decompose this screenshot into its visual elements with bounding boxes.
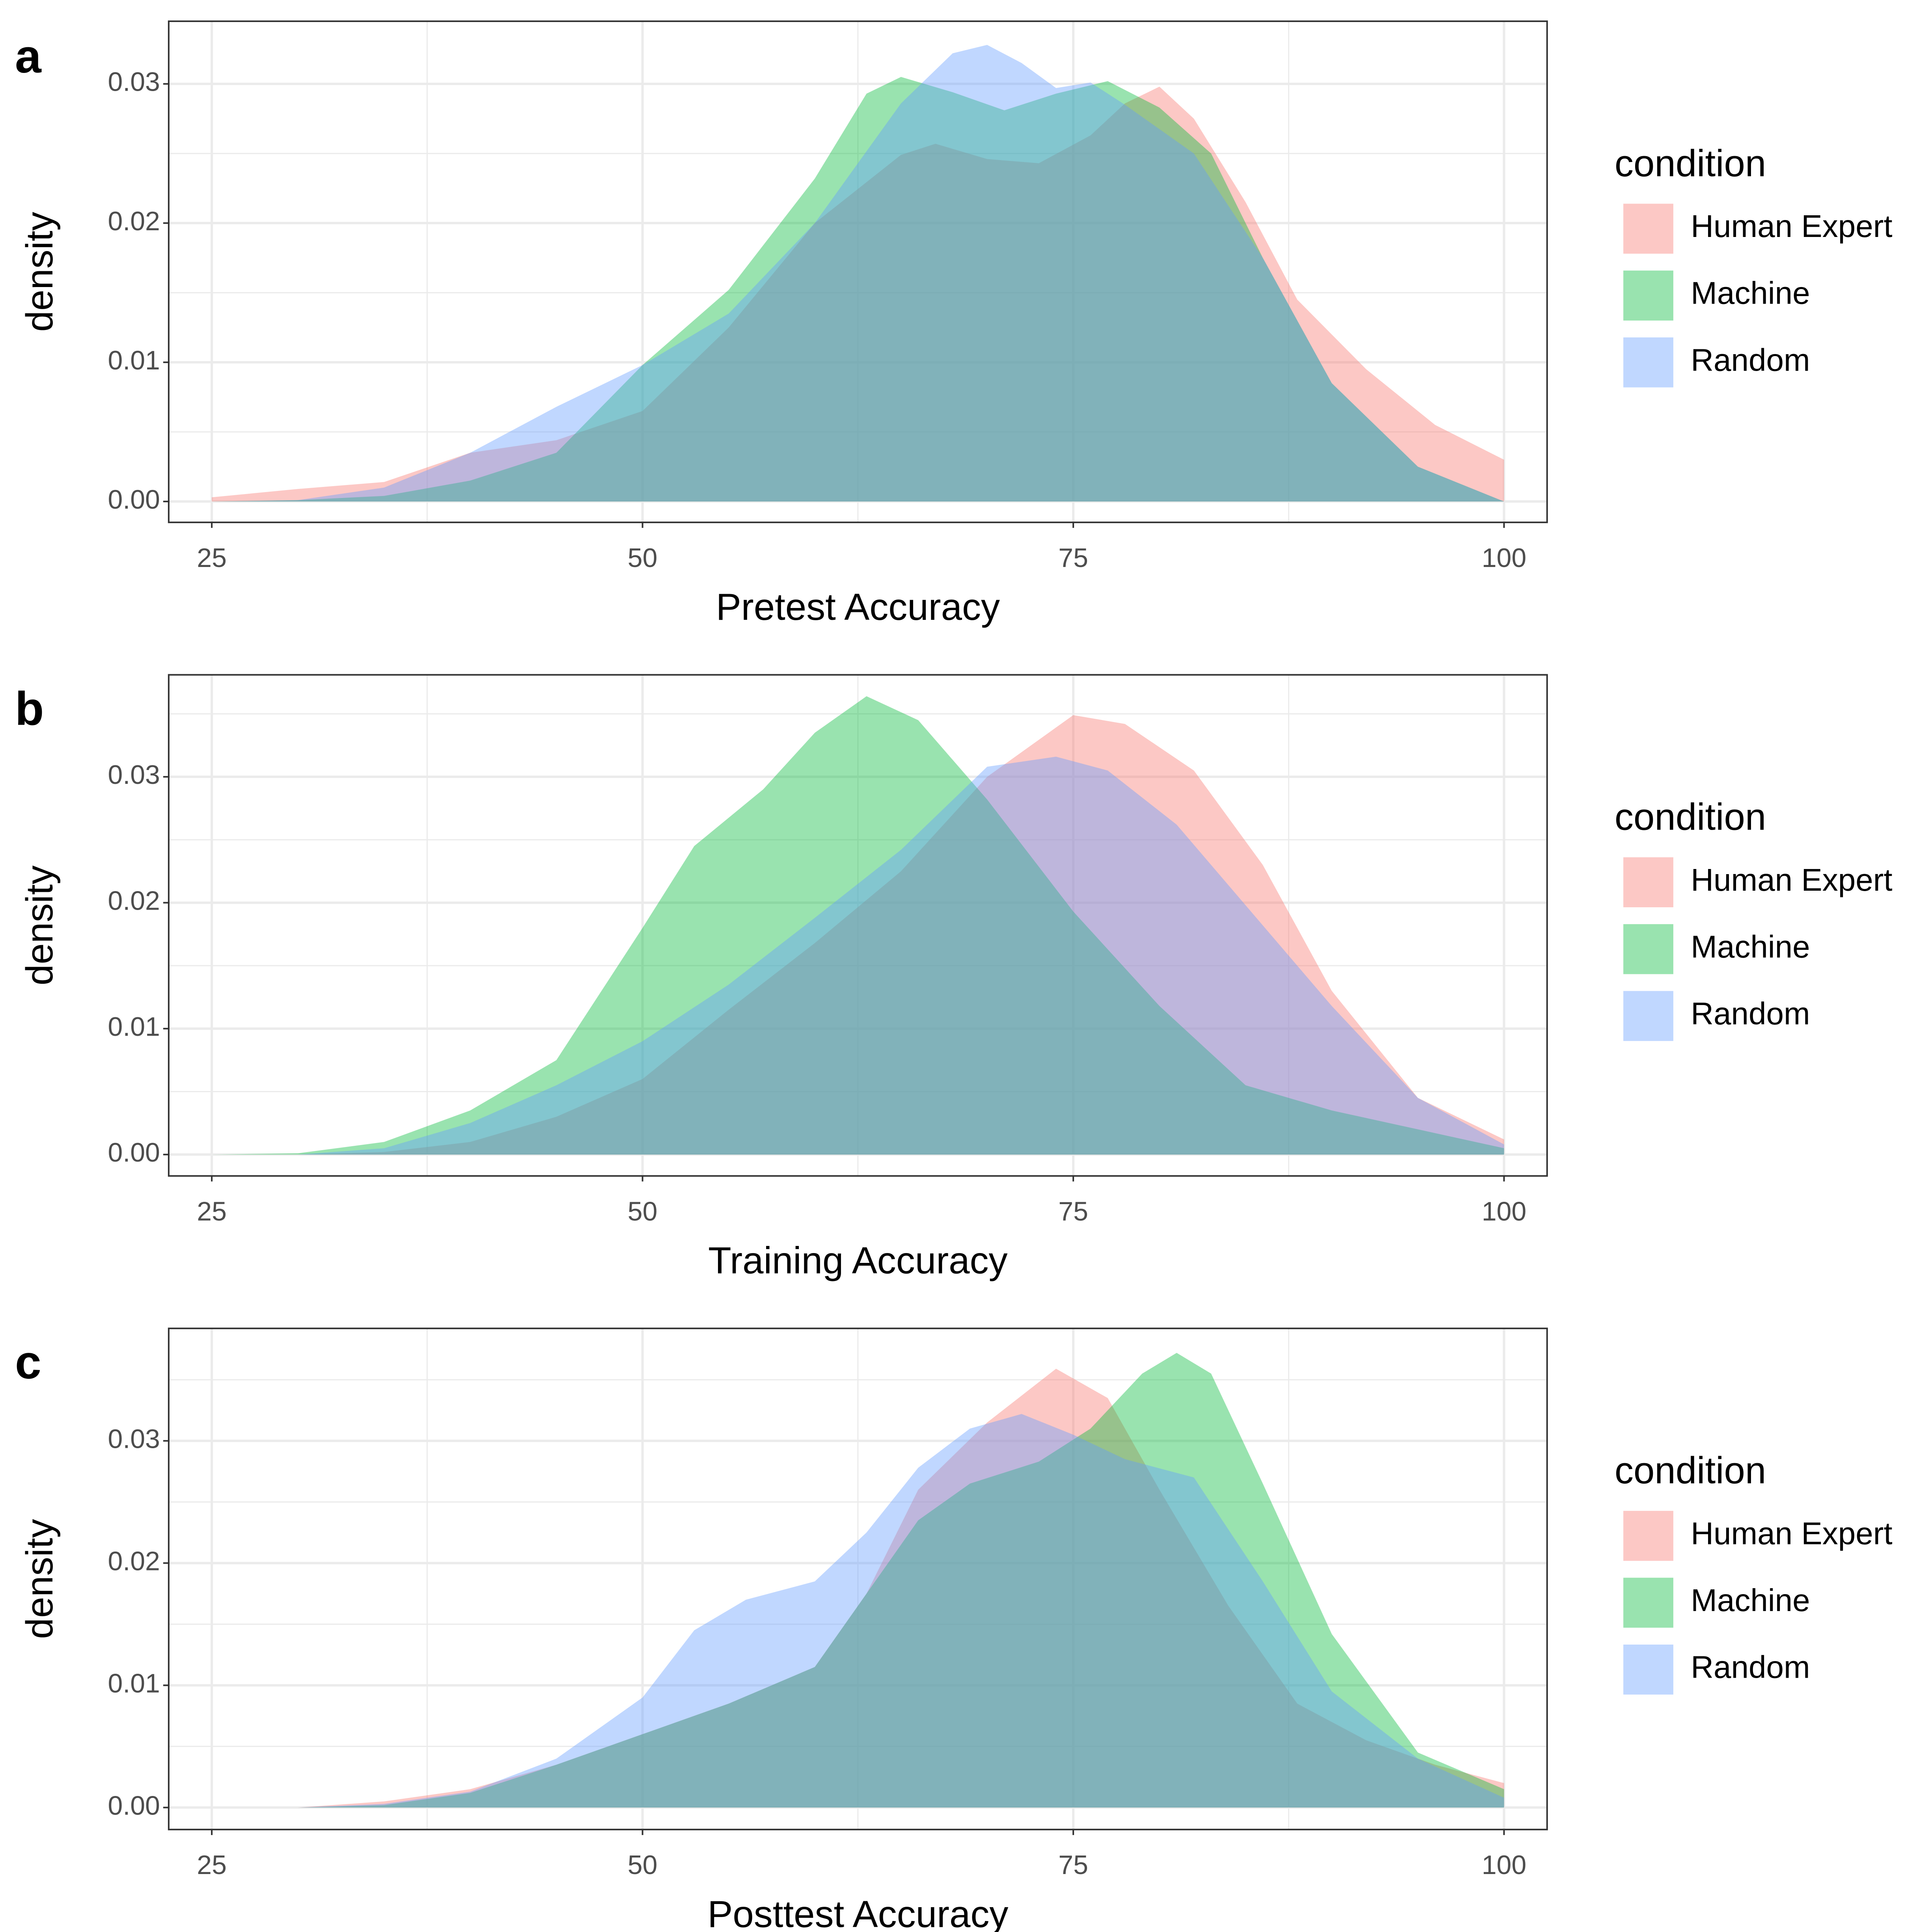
density-areas xyxy=(212,696,1504,1155)
legend: condition Human Expert Machine Random xyxy=(1615,796,1893,1041)
legend-key xyxy=(1623,857,1673,908)
legend: condition Human Expert Machine Random xyxy=(1615,142,1893,388)
density-area-human-expert xyxy=(212,86,1504,502)
panel-c: 25 50 75 100 0.00 0.01 0.02 0.03 Posttest Accura… xyxy=(15,1328,1893,1932)
legend-key xyxy=(1623,203,1673,254)
x-tick-label: 100 xyxy=(1482,543,1526,573)
legend-key xyxy=(1623,337,1673,388)
x-axis-title: Pretest Accuracy xyxy=(716,586,1000,628)
x-axis-title: Posttest Accuracy xyxy=(707,1893,1008,1932)
legend: condition Human Expert Machine Random xyxy=(1615,1449,1893,1695)
y-tick-label: 0.02 xyxy=(108,886,160,916)
x-tick-label: 50 xyxy=(628,543,658,573)
density-area-random xyxy=(212,757,1504,1155)
y-tick-label: 0.03 xyxy=(108,1424,160,1454)
panel-letter: c xyxy=(15,1336,41,1389)
x-tick-label: 100 xyxy=(1482,1197,1526,1227)
legend-label: Machine xyxy=(1691,929,1810,964)
density-area-machine xyxy=(212,696,1504,1155)
density-area-human-expert xyxy=(212,1369,1504,1808)
y-tick-label: 0.01 xyxy=(108,1668,160,1698)
panel-border xyxy=(168,20,1548,523)
legend-title: condition xyxy=(1615,1449,1766,1492)
y-axis-title: density xyxy=(19,1519,61,1639)
legend-key xyxy=(1623,1645,1673,1695)
panel-letter: a xyxy=(15,30,42,83)
legend-label: Random xyxy=(1691,342,1810,377)
y-tick-label: 0.00 xyxy=(108,485,160,515)
y-tick-label: 0.00 xyxy=(108,1790,160,1820)
legend-label: Human Expert xyxy=(1691,862,1892,897)
grid xyxy=(168,675,1547,1176)
density-area-machine xyxy=(212,1353,1504,1808)
y-tick-label: 0.01 xyxy=(108,345,160,375)
density-area-random xyxy=(212,45,1504,502)
x-axis-title: Training Accuracy xyxy=(708,1240,1007,1282)
y-axis-title: density xyxy=(19,865,61,985)
grid xyxy=(168,1328,1547,1830)
legend-key xyxy=(1623,1578,1673,1628)
legend-label: Random xyxy=(1691,996,1810,1031)
x-tick-label: 75 xyxy=(1058,543,1088,573)
panel-b: 25 50 75 100 0.00 0.01 0.02 0.03 Training Accura… xyxy=(15,674,1893,1282)
y-tick-label: 0.00 xyxy=(108,1138,160,1167)
x-tick-label: 50 xyxy=(628,1197,658,1227)
x-tick-label: 25 xyxy=(197,1850,227,1880)
density-areas xyxy=(212,45,1504,502)
panel-letter: b xyxy=(15,682,44,735)
legend-key xyxy=(1623,1511,1673,1561)
panel-a: 25 50 75 100 0.00 0.01 0.02 0.03 Pretest Accurac… xyxy=(15,20,1893,628)
legend-key xyxy=(1623,991,1673,1041)
legend-label: Machine xyxy=(1691,276,1810,311)
y-tick-label: 0.03 xyxy=(108,67,160,97)
x-tick-label: 25 xyxy=(197,1197,227,1227)
density-area-machine xyxy=(212,77,1504,502)
density-area-random xyxy=(212,1414,1504,1808)
legend-title: condition xyxy=(1615,796,1766,838)
legend-title: condition xyxy=(1615,142,1766,185)
density-areas xyxy=(212,1353,1504,1808)
legend-label: Human Expert xyxy=(1691,209,1892,244)
legend-label: Machine xyxy=(1691,1583,1810,1618)
legend-label: Human Expert xyxy=(1691,1516,1892,1551)
legend-label: Random xyxy=(1691,1650,1810,1685)
y-tick-label: 0.02 xyxy=(108,1546,160,1576)
density-area-human-expert xyxy=(212,715,1504,1155)
grid xyxy=(168,21,1547,522)
legend-key xyxy=(1623,924,1673,974)
panel-border xyxy=(168,1328,1548,1831)
y-tick-label: 0.01 xyxy=(108,1012,160,1042)
y-tick-label: 0.03 xyxy=(108,760,160,790)
legend-key xyxy=(1623,270,1673,321)
x-tick-label: 100 xyxy=(1482,1850,1526,1880)
x-tick-label: 75 xyxy=(1058,1850,1088,1880)
panel-border xyxy=(168,674,1548,1177)
x-tick-label: 75 xyxy=(1058,1197,1088,1227)
y-axis-title: density xyxy=(19,212,61,332)
x-tick-label: 50 xyxy=(628,1850,658,1880)
y-tick-label: 0.02 xyxy=(108,206,160,236)
x-tick-label: 25 xyxy=(197,543,227,573)
